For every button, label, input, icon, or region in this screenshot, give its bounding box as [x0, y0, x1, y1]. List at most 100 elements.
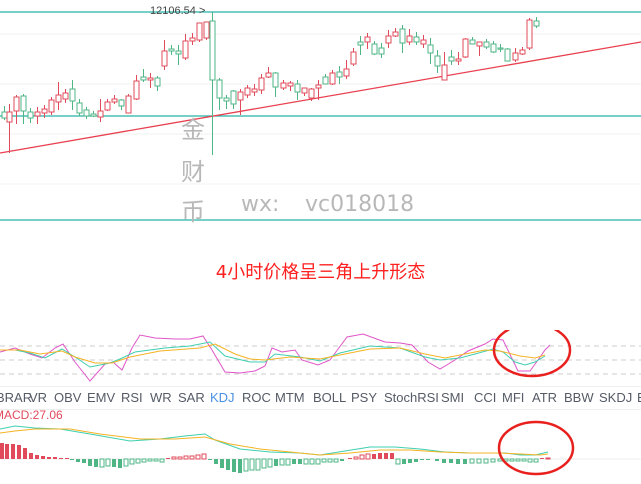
tab-vr[interactable]: VR — [29, 390, 48, 405]
candle — [350, 51, 357, 65]
macd-bar — [99, 458, 105, 468]
macd-bar — [545, 457, 551, 460]
candle — [1, 111, 8, 119]
macd-bar — [476, 458, 482, 464]
tab-roc[interactable]: ROC — [242, 390, 271, 405]
candle — [364, 36, 371, 43]
macd-bar — [261, 458, 267, 469]
macd-bar — [390, 453, 394, 459]
macd-indicator-chart[interactable] — [0, 420, 641, 480]
kdj-indicator-chart[interactable] — [0, 330, 641, 386]
macd-bar — [171, 456, 177, 460]
macd-bar — [105, 458, 111, 467]
candle — [519, 49, 526, 55]
indicator-tab-bar: BRAR VR OBV EMV RSI WR SAR KDJ ROC MTM B… — [0, 386, 641, 410]
candle — [133, 80, 140, 100]
macd-bar — [378, 453, 382, 459]
macd-bar — [189, 455, 195, 460]
candle — [280, 82, 287, 89]
tab-wr[interactable]: WR — [150, 390, 172, 405]
candlestick-chart[interactable] — [0, 0, 641, 235]
candle — [69, 88, 76, 102]
tab-emv[interactable]: EMV — [87, 390, 116, 405]
macd-bar — [340, 459, 344, 461]
candle — [216, 79, 223, 99]
candle — [203, 21, 210, 39]
macd-bar — [274, 459, 278, 466]
tab-cci[interactable]: CCI — [474, 390, 497, 405]
candle — [399, 28, 406, 44]
candle — [441, 64, 448, 81]
macd-bar — [402, 459, 406, 464]
macd-bar — [232, 459, 236, 472]
macd-bar — [70, 459, 74, 460]
candle — [434, 55, 441, 67]
macd-value-label: MACD:27.06 — [0, 408, 63, 422]
macd-bar — [348, 458, 352, 459]
watermark-char-2: 财 — [181, 158, 205, 186]
macd-dea-line — [0, 428, 549, 456]
candle — [118, 99, 125, 107]
candle — [161, 50, 168, 67]
candle — [287, 82, 294, 87]
tab-brar[interactable]: BRAR — [0, 390, 33, 405]
macd-bar — [292, 459, 296, 464]
macd-bar — [195, 454, 201, 460]
tab-kdj[interactable]: KDJ — [210, 390, 235, 405]
macd-bar — [426, 459, 430, 460]
macd-bar — [214, 459, 218, 464]
candle — [336, 71, 343, 78]
macd-bar — [483, 458, 489, 464]
candle — [209, 20, 216, 81]
tab-rsi[interactable]: RSI — [121, 390, 143, 405]
candle — [343, 68, 350, 77]
macd-bar — [333, 458, 339, 463]
macd-bar — [118, 459, 122, 468]
candle — [294, 83, 301, 93]
macd-bar — [309, 458, 315, 465]
candle — [455, 58, 462, 62]
tab-atr[interactable]: ATR — [532, 390, 558, 405]
candle — [189, 37, 196, 42]
macd-bar — [521, 458, 527, 462]
macd-bar — [315, 458, 321, 465]
tab-sar[interactable]: SAR — [178, 390, 205, 405]
candle — [406, 35, 413, 43]
macd-bar — [29, 453, 33, 459]
candle — [41, 108, 48, 114]
kdj-highlight-circle — [492, 330, 572, 378]
macd-bar — [153, 458, 159, 462]
candle — [504, 48, 511, 62]
macd-bar — [183, 455, 189, 460]
macd-bar — [177, 456, 183, 460]
tab-stochrsi[interactable]: StochRSI — [384, 390, 439, 405]
tab-psy[interactable]: PSY — [351, 390, 378, 405]
macd-bar — [540, 458, 544, 459]
macd-bar — [53, 457, 57, 459]
candle — [168, 48, 175, 52]
candle — [476, 41, 483, 47]
candle — [154, 77, 161, 87]
tab-skdj[interactable]: SKDJ — [599, 390, 633, 405]
candle — [315, 84, 322, 89]
tab-boll[interactable]: BOLL — [313, 390, 347, 405]
horizontal-levels — [0, 11, 641, 221]
macd-bar — [41, 456, 45, 459]
macd-bar — [220, 459, 224, 468]
macd-bar — [490, 458, 496, 463]
tab-more[interactable]: B — [637, 390, 641, 405]
candle — [34, 111, 41, 117]
macd-bar — [359, 454, 365, 460]
macd-bar — [243, 458, 249, 472]
tab-smi[interactable]: SMI — [441, 390, 465, 405]
candle — [448, 56, 455, 62]
candle — [385, 35, 392, 44]
macd-bar — [384, 453, 388, 459]
tab-obv[interactable]: OBV — [54, 390, 82, 405]
tab-bbw[interactable]: BBW — [564, 390, 594, 405]
candle — [140, 76, 147, 81]
candle — [147, 77, 154, 81]
macd-bar — [463, 459, 467, 464]
tab-mfi[interactable]: MFI — [502, 390, 525, 405]
tab-mtm[interactable]: MTM — [275, 390, 305, 405]
